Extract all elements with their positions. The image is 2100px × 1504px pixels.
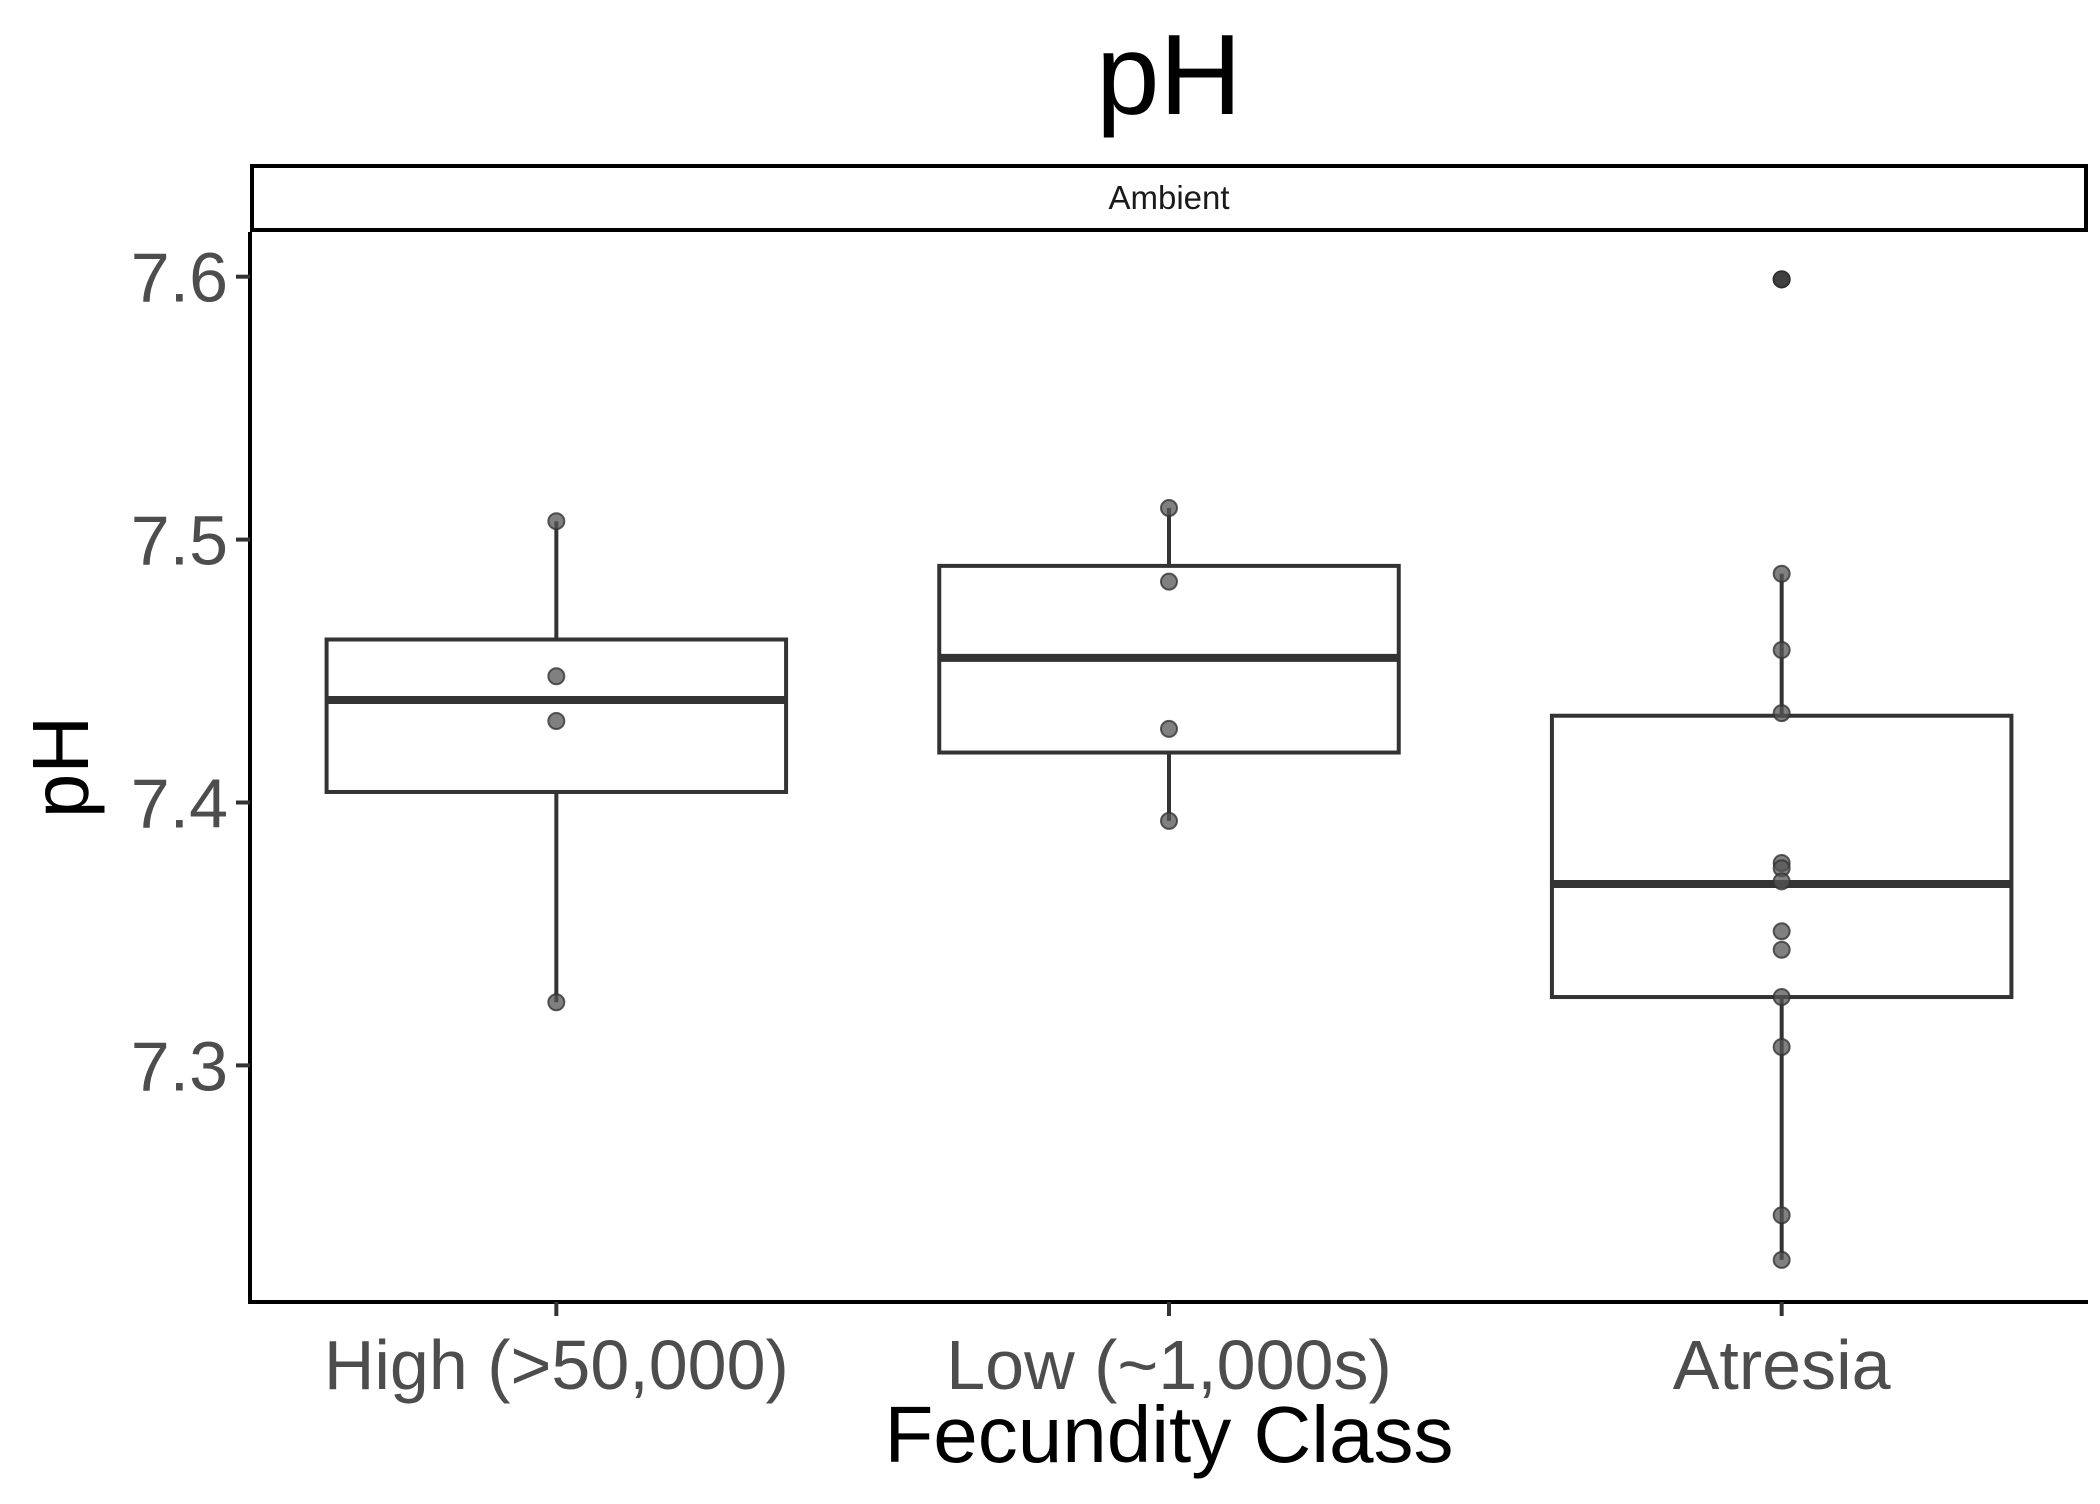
data-point-low-1 (1160, 572, 1178, 591)
data-point-low-2 (1160, 719, 1178, 738)
data-point-atresia-11 (1772, 1206, 1791, 1225)
y-tick-label-2: 7.5 (131, 502, 228, 580)
box-group-high (324, 512, 789, 1012)
y-tick-label-3: 7.6 (131, 239, 228, 317)
data-point-atresia-0 (1772, 270, 1791, 289)
chart-title: pH (1096, 12, 1242, 139)
box-group-atresia (1549, 270, 2014, 1269)
x-tick-label-high: High (>50,000) (324, 1326, 789, 1404)
data-point-high-3 (547, 993, 566, 1012)
data-point-low-0 (1160, 499, 1178, 518)
x-tick-label-atresia: Atresia (1673, 1326, 1891, 1404)
data-point-atresia-6 (1772, 872, 1791, 891)
axis-layer: High (>50,000) Low (~1,000s) Atresia 7.3 7.4… (131, 239, 1891, 1404)
box-group-low (937, 499, 1401, 830)
data-point-atresia-10 (1772, 1037, 1791, 1056)
data-point-atresia-3 (1772, 704, 1791, 723)
facet-strip (250, 164, 2088, 232)
data-point-atresia-7 (1772, 922, 1791, 941)
facet-strip-label: Ambient (1108, 179, 1229, 216)
plot-layer (324, 270, 2014, 1269)
data-point-high-0 (547, 512, 566, 531)
data-point-atresia-9 (1772, 988, 1791, 1007)
data-point-atresia-1 (1772, 564, 1791, 583)
data-point-high-1 (547, 667, 566, 686)
data-point-low-3 (1160, 811, 1178, 830)
data-point-high-2 (547, 711, 566, 730)
data-point-atresia-12 (1772, 1250, 1791, 1269)
x-axis-title: Fecundity Class (884, 1390, 1453, 1479)
x-tick-label-low: Low (~1,000s) (946, 1326, 1392, 1404)
data-point-atresia-8 (1772, 940, 1791, 959)
y-tick-label-0: 7.3 (131, 1027, 228, 1105)
y-tick-label-1: 7.4 (131, 764, 228, 842)
y-axis-title: pH (16, 716, 105, 818)
data-point-atresia-2 (1772, 641, 1791, 660)
